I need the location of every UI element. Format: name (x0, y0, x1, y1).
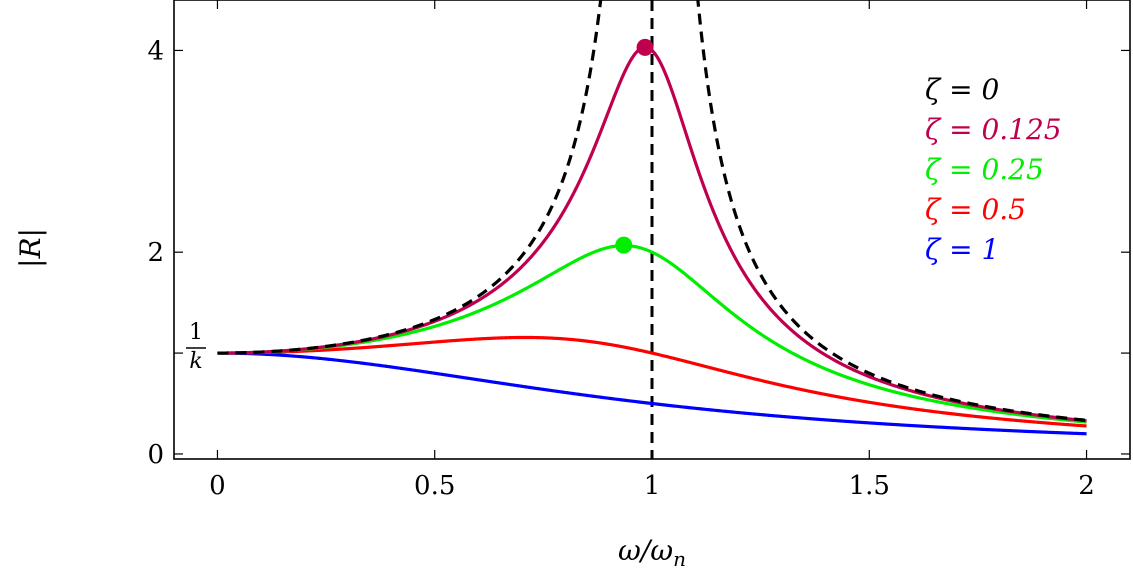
x-tick-label: 1.5 (849, 471, 890, 501)
x-axis-label: ω/ωn (618, 534, 686, 571)
marker-layer (615, 38, 654, 254)
x-tick-label: 1 (644, 471, 661, 501)
legend-entry: ζ = 1 (925, 233, 999, 266)
x-tick-label: 0 (209, 471, 226, 501)
legend-entry: ζ = 0.125 (925, 113, 1062, 146)
y-tick-label: 2 (147, 238, 164, 268)
x-axis-label-sub: n (673, 547, 686, 571)
series-line-zeta-0-5 (216, 335, 1088, 428)
x-tick-label: 2 (1078, 471, 1095, 501)
peak-marker (636, 38, 654, 56)
y-tick-label: 0 (147, 440, 164, 470)
y-tick-label: 4 (147, 36, 164, 66)
special-y-tick-numerator: 1 (189, 320, 203, 345)
legend: ζ = 0 ζ = 0.125 ζ = 0.25 ζ = 0.5 ζ = 1 (925, 73, 1062, 266)
x-axis-label-main: ω/ω (618, 534, 673, 567)
plot-frame (173, 0, 1131, 460)
legend-entry: ζ = 0 (925, 73, 999, 106)
tick-labels: 0 0.5 1 1.5 2 0 2 4 (147, 36, 1094, 501)
special-y-tick-denominator: k (189, 349, 202, 374)
y-axis-label: |R| (14, 228, 47, 268)
ticks (174, 0, 1130, 459)
series-layer (216, 0, 1088, 459)
special-y-tick: 1 k (186, 320, 206, 374)
x-tick-label: 0.5 (414, 471, 455, 501)
series-line-zeta-1 (216, 351, 1088, 436)
series-line-zeta-0 (216, 0, 1088, 422)
legend-entry: ζ = 0.5 (925, 193, 1026, 226)
legend-entry: ζ = 0.25 (925, 153, 1044, 186)
peak-marker (615, 236, 633, 254)
